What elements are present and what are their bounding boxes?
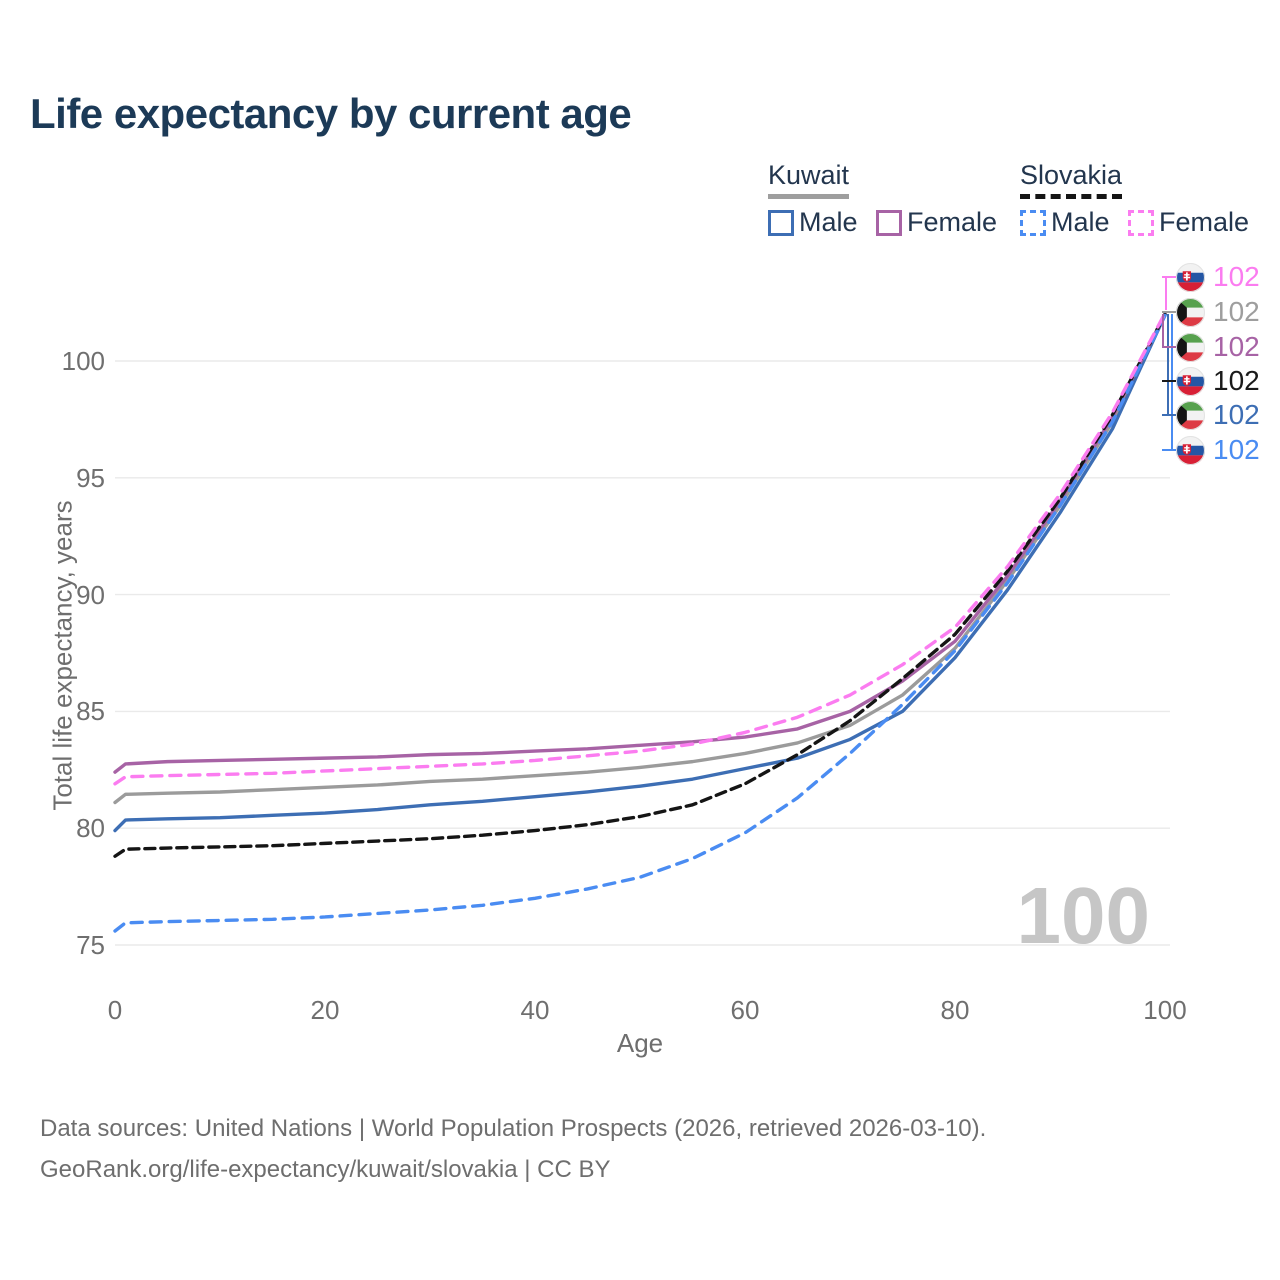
y-tick: 90	[76, 580, 105, 610]
legend-label-slovakia-female: Female	[1158, 207, 1250, 237]
slovakia-female-swatch	[1127, 209, 1154, 236]
annotation-slovakia-both: 102	[1176, 365, 1260, 397]
attribution-text: GeoRank.org/life-expectancy/kuwait/slova…	[40, 1156, 611, 1183]
endpoint-value: 102	[1213, 261, 1260, 292]
age-watermark: 100	[1016, 871, 1150, 960]
series-line-kuwait-male	[113, 313, 1167, 833]
endpoint-value: 102	[1213, 365, 1260, 396]
y-tick: 95	[76, 463, 105, 493]
x-tick: 40	[520, 995, 550, 1025]
x-tick: 20	[310, 995, 340, 1025]
legend-label-slovakia-male: Male	[1051, 207, 1110, 237]
x-tick: 80	[940, 995, 970, 1025]
kuwait-male-swatch	[768, 209, 794, 236]
endpoint-value: 102	[1213, 331, 1260, 362]
legend-country-slovakia: Slovakia	[1020, 160, 1123, 199]
kuwait-flag-icon	[1176, 297, 1205, 327]
y-axis-title: Total life expectancy, years	[47, 500, 78, 811]
y-tick: 75	[76, 930, 105, 960]
annotation-slovakia-male: 102	[1176, 434, 1260, 466]
slovakia-flag-icon	[1176, 366, 1205, 396]
y-tick: 100	[61, 346, 105, 376]
x-tick: 60	[730, 995, 760, 1025]
x-tick: 0	[107, 995, 123, 1025]
legend-label-kuwait-female: Female	[906, 207, 998, 237]
data-sources-text: Data sources: United Nations | World Pop…	[40, 1115, 987, 1142]
endpoint-value: 102	[1213, 434, 1260, 465]
series-line-slovakia-female	[113, 311, 1167, 786]
series-line-kuwait-both	[113, 311, 1167, 805]
endpoint-value: 102	[1213, 296, 1260, 327]
legend-group-slovakia: Slovakia Male Female	[1020, 160, 1263, 238]
legend-label-kuwait-male: Male	[799, 207, 858, 237]
x-tick: 100	[1143, 995, 1187, 1025]
legend-item-slovakia-female[interactable]: Female	[1127, 207, 1250, 238]
series-line-slovakia-male	[113, 313, 1167, 933]
series-line-kuwait-female	[113, 312, 1167, 774]
y-tick: 80	[76, 813, 105, 843]
legend-group-kuwait: Kuwait Male Female	[768, 160, 1011, 238]
slovakia-flag-icon	[1176, 262, 1205, 292]
slovakia-flag-icon	[1176, 435, 1205, 465]
kuwait-female-swatch	[875, 209, 902, 236]
kuwait-flag-icon	[1176, 332, 1205, 362]
legend-item-kuwait-female[interactable]: Female	[875, 207, 998, 238]
slovakia-male-swatch	[1020, 209, 1046, 236]
page-title: Life expectancy by current age	[30, 90, 632, 137]
y-tick: 85	[76, 696, 105, 726]
series-line-slovakia-both	[113, 312, 1167, 858]
annotation-kuwait-both: 102	[1176, 296, 1260, 328]
legend-item-slovakia-male[interactable]: Male	[1020, 207, 1110, 238]
footer: Data sources: United Nations | World Pop…	[40, 1108, 986, 1190]
legend-item-kuwait-male[interactable]: Male	[768, 207, 858, 238]
annotation-kuwait-female: 102	[1176, 331, 1260, 363]
kuwait-flag-icon	[1176, 400, 1205, 430]
endpoint-value: 102	[1213, 399, 1260, 430]
annotation-slovakia-female: 102	[1176, 261, 1260, 293]
annotation-kuwait-male: 102	[1176, 399, 1260, 431]
x-axis-title: Age	[616, 1028, 664, 1058]
legend-country-kuwait: Kuwait	[768, 160, 850, 199]
